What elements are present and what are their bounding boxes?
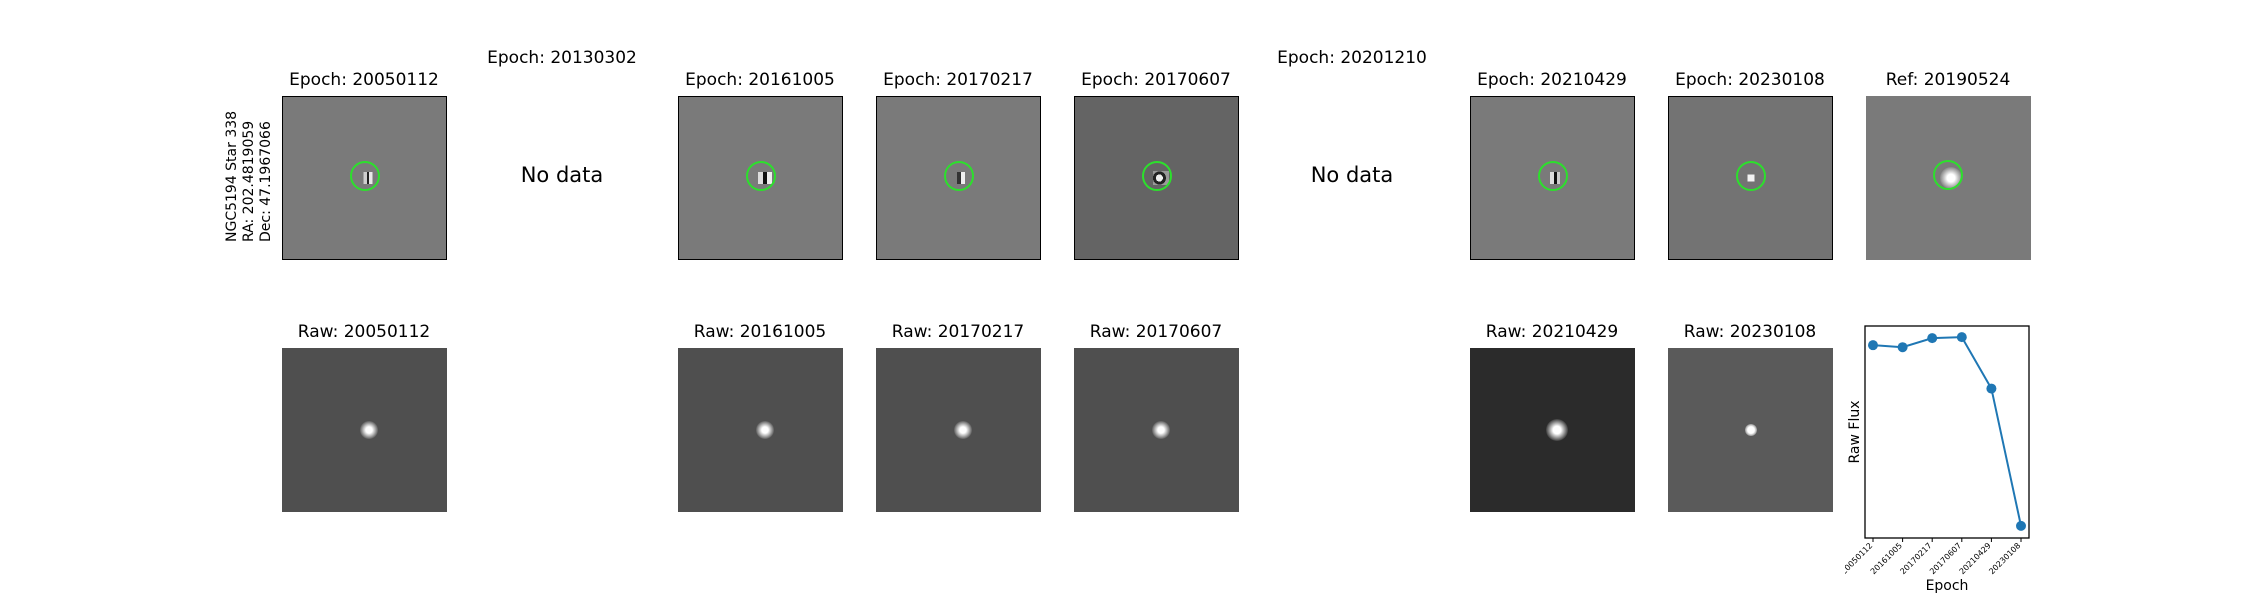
raw-panel-5 bbox=[1470, 348, 1635, 512]
raw-panel-1 bbox=[282, 348, 447, 512]
flux-point bbox=[1897, 342, 1908, 353]
raw-panel-4 bbox=[1074, 348, 1239, 512]
flux-point bbox=[1956, 332, 1967, 343]
target-ring-icon bbox=[944, 161, 974, 191]
star-cutout bbox=[953, 421, 972, 439]
flux-point bbox=[2016, 520, 2026, 531]
flux-chart: 2005011220161005201702172017060720210429… bbox=[1845, 325, 2030, 594]
plot-frame bbox=[1864, 325, 2030, 539]
target-ring-icon bbox=[1736, 161, 1766, 191]
ref-title: Ref: 20190524 bbox=[1885, 70, 2011, 90]
star-cutout bbox=[755, 421, 774, 439]
row-label-ra: RA: 202.4819059 bbox=[241, 120, 257, 242]
star-cutout bbox=[1545, 419, 1568, 441]
flux-point bbox=[1927, 333, 1938, 344]
raw-panel-3 bbox=[876, 348, 1041, 512]
raw-title-4: Raw: 20170607 bbox=[1089, 322, 1223, 342]
raw-panel-6 bbox=[1668, 348, 1833, 512]
target-ring-icon bbox=[746, 161, 776, 191]
y-axis-label: Raw Flux bbox=[1847, 401, 1863, 464]
diff-title-5: Epoch: 20170607 bbox=[1081, 70, 1231, 90]
diff-panel-3 bbox=[678, 96, 843, 260]
row-label-target: NGC5194 Star 338 bbox=[224, 110, 240, 242]
diff-panel-8 bbox=[1668, 96, 1833, 260]
star-cutout bbox=[1744, 424, 1757, 436]
diff-panel-1 bbox=[282, 96, 447, 260]
x-axis-label: Epoch bbox=[1926, 578, 1969, 594]
diff-title-4: Epoch: 20170217 bbox=[883, 70, 1033, 90]
star-cutout bbox=[359, 421, 378, 439]
diff-title-1: Epoch: 20050112 bbox=[289, 70, 439, 90]
diff-panel-5 bbox=[1074, 96, 1239, 260]
diff-title-2: Epoch: 20130302 bbox=[487, 48, 637, 68]
diff-title-8: Epoch: 20230108 bbox=[1675, 70, 1825, 90]
ref-panel bbox=[1866, 96, 2031, 260]
star-cutout bbox=[1151, 421, 1170, 439]
target-ring-icon bbox=[1142, 161, 1172, 191]
no-data-label-1: No data bbox=[520, 163, 604, 187]
raw-title-6: Raw: 20230108 bbox=[1683, 322, 1817, 342]
target-ring-icon bbox=[1933, 160, 1963, 190]
flux-point bbox=[1868, 340, 1878, 351]
diff-title-7: Epoch: 20210429 bbox=[1477, 70, 1627, 90]
diff-panel-7 bbox=[1470, 96, 1635, 260]
target-ring-icon bbox=[1538, 161, 1568, 191]
raw-title-5: Raw: 20210429 bbox=[1485, 322, 1619, 342]
target-ring-icon bbox=[350, 161, 380, 191]
no-data-label-2: No data bbox=[1310, 163, 1394, 187]
flux-series-line bbox=[1872, 336, 2022, 527]
raw-title-1: Raw: 20050112 bbox=[297, 322, 431, 342]
row-label: NGC5194 Star 338 RA: 202.4819059 Dec: 47… bbox=[224, 111, 275, 242]
x-tick-label: 20230108 bbox=[1987, 541, 2022, 576]
diff-panel-4 bbox=[876, 96, 1041, 260]
diff-title-3: Epoch: 20161005 bbox=[685, 70, 835, 90]
raw-panel-2 bbox=[678, 348, 843, 512]
flux-point bbox=[1986, 383, 1997, 394]
raw-title-3: Raw: 20170217 bbox=[891, 322, 1025, 342]
diff-title-6: Epoch: 20201210 bbox=[1277, 48, 1427, 68]
row-label-dec: Dec: 47.1967066 bbox=[258, 121, 274, 242]
raw-title-2: Raw: 20161005 bbox=[693, 322, 827, 342]
